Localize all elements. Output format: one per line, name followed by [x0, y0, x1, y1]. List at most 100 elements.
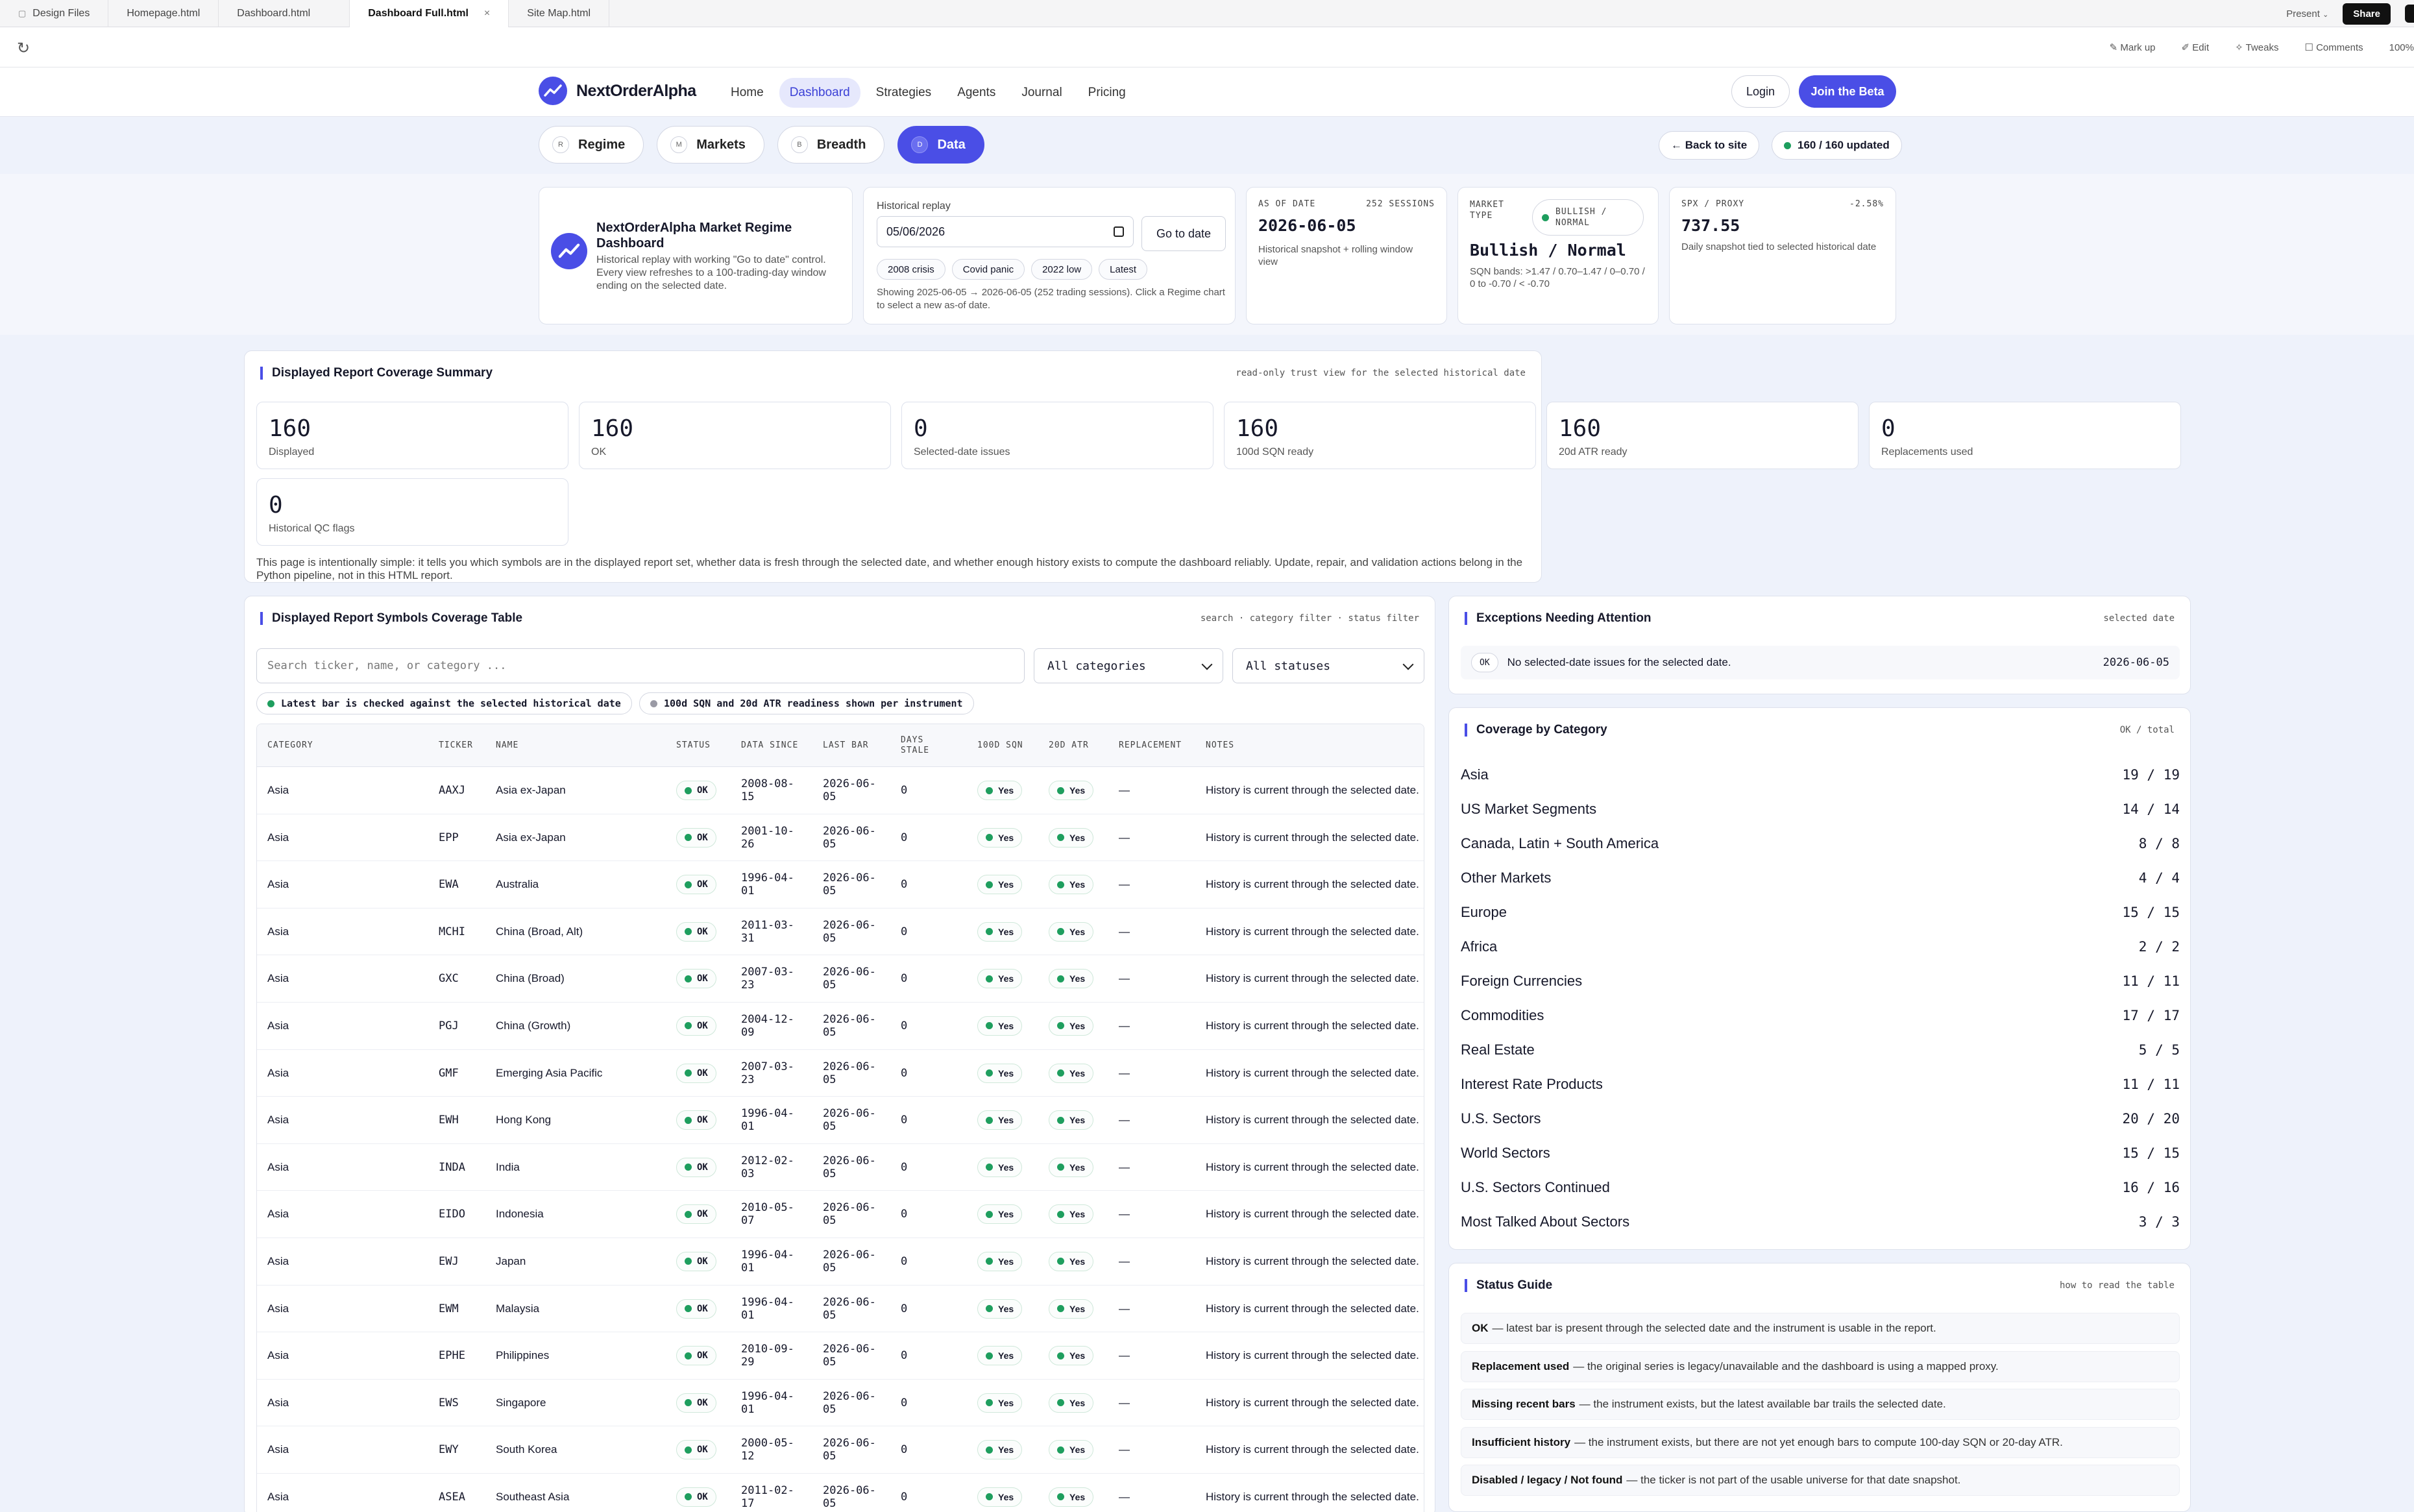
table-row[interactable]: Asia GXC China (Broad) OK 2007-03-23 202… — [257, 955, 1424, 1003]
search-input[interactable]: Search ticker, name, or category ... — [256, 648, 1025, 683]
table-row[interactable]: Asia EPHE Philippines OK 2010-09-29 2026… — [257, 1332, 1424, 1380]
main-nav: Home Dashboard Strategies Agents Journal… — [720, 78, 1136, 108]
markup-button[interactable]: ✎ Mark up — [2109, 42, 2156, 53]
zoom-level[interactable]: 100% — [2389, 42, 2414, 53]
login-button[interactable]: Login — [1731, 75, 1790, 108]
calendar-icon[interactable] — [1114, 226, 1124, 237]
preset-2008-crisis[interactable]: 2008 crisis — [877, 259, 945, 280]
col-data-since[interactable]: DATA SINCE — [741, 740, 799, 750]
table-row[interactable]: Asia EWS Singapore OK 1996-04-01 2026-06… — [257, 1380, 1424, 1427]
category-count: 11 / 11 — [2122, 1076, 2180, 1092]
cell-replacement: — — [1119, 1208, 1130, 1221]
cell-data-since: 2000-05-12 — [741, 1437, 794, 1463]
nav-agents[interactable]: Agents — [957, 86, 996, 99]
cell-days-stale: 0 — [901, 1208, 908, 1221]
col-name[interactable]: NAME — [496, 740, 519, 750]
share-button[interactable]: Share — [2343, 3, 2391, 25]
table-row[interactable]: Asia ASEA Southeast Asia OK 2011-02-17 2… — [257, 1474, 1424, 1512]
col-atr[interactable]: 20D ATR — [1049, 740, 1089, 750]
cell-data-since: 1996-04-01 — [741, 1295, 794, 1322]
col-ticker[interactable]: TICKER — [439, 740, 473, 750]
tab-dashboard[interactable]: Dashboard.html — [219, 0, 350, 27]
go-to-date-button[interactable]: Go to date — [1141, 216, 1226, 251]
table-row[interactable]: Asia EPP Asia ex-Japan OK 2001-10-26 202… — [257, 814, 1424, 862]
logo[interactable]: NextOrderAlpha — [539, 77, 696, 105]
category-name: Interest Rate Products — [1461, 1075, 1603, 1092]
comments-button[interactable]: ☐ Comments — [2304, 42, 2363, 53]
cell-data-since: 2007-03-23 — [741, 966, 794, 992]
cell-notes: History is current through the selected … — [1206, 1114, 1419, 1127]
table-row[interactable]: Asia PGJ China (Growth) OK 2004-12-09 20… — [257, 1003, 1424, 1050]
table-row[interactable]: Asia EWH Hong Kong OK 1996-04-01 2026-06… — [257, 1097, 1424, 1144]
reload-icon[interactable]: ↻ — [17, 40, 30, 57]
category-row: U.S. Sectors Continued 16 / 16 — [1461, 1170, 2180, 1204]
cell-data-since: 2008-08-15 — [741, 777, 794, 803]
join-beta-button[interactable]: Join the Beta — [1799, 75, 1896, 108]
col-notes[interactable]: NOTES — [1206, 740, 1235, 750]
exception-message: No selected-date issues for the selected… — [1507, 656, 1731, 668]
tab-data[interactable]: D Data — [897, 126, 984, 164]
col-last-bar[interactable]: LAST BAR — [823, 740, 869, 750]
tab-breadth[interactable]: B Breadth — [777, 126, 885, 164]
date-input[interactable]: 05/06/2026 — [877, 216, 1134, 247]
cell-sqn: Yes — [977, 908, 1023, 955]
guide-row: Disabled / legacy / Not found — the ticke… — [1461, 1465, 2180, 1496]
cell-days-stale: 0 — [901, 1396, 908, 1409]
category-select[interactable]: All categories — [1034, 648, 1223, 683]
present-button[interactable]: Present ⌄ — [2286, 8, 2329, 19]
cell-sqn: Yes — [977, 1050, 1023, 1097]
design-toolbar: ↻ ✎ Mark up ✐ Edit ✧ Tweaks ☐ Comments 1… — [0, 27, 2414, 67]
nav-strategies[interactable]: Strategies — [875, 86, 932, 99]
table-row[interactable]: Asia EWA Australia OK 1996-04-01 2026-06… — [257, 861, 1424, 908]
col-replacement[interactable]: REPLACEMENT — [1119, 740, 1182, 750]
guide-row: OK — latest bar is present through the se… — [1461, 1313, 2180, 1344]
tab-site-map[interactable]: Site Map.html — [509, 0, 610, 27]
col-category[interactable]: CATEGORY — [267, 740, 313, 750]
table-row[interactable]: Asia AAXJ Asia ex-Japan OK 2008-08-15 20… — [257, 767, 1424, 814]
avatar[interactable] — [2405, 5, 2414, 23]
table-row[interactable]: Asia MCHI China (Broad, Alt) OK 2011-03-… — [257, 908, 1424, 956]
tab-homepage[interactable]: Homepage.html — [108, 0, 219, 27]
table-row[interactable]: Asia EWM Malaysia OK 1996-04-01 2026-06-… — [257, 1286, 1424, 1333]
edit-button[interactable]: ✐ Edit — [2181, 42, 2210, 53]
cell-name: Indonesia — [496, 1208, 544, 1221]
category-name: Most Talked About Sectors — [1461, 1213, 1630, 1230]
col-sqn[interactable]: 100D SQN — [977, 740, 1023, 750]
sqn-badge: Yes — [977, 781, 1023, 800]
tab-regime[interactable]: R Regime — [539, 126, 644, 164]
table-row[interactable]: Asia EWJ Japan OK 1996-04-01 2026-06-05 … — [257, 1238, 1424, 1286]
cell-last-bar: 2026-06-05 — [823, 1154, 876, 1180]
cell-sqn: Yes — [977, 1426, 1023, 1473]
status-dot-icon — [685, 1022, 692, 1030]
table-row[interactable]: Asia INDA India OK 2012-02-03 2026-06-05… — [257, 1144, 1424, 1191]
preset-latest[interactable]: Latest — [1099, 259, 1148, 280]
nav-home[interactable]: Home — [731, 86, 764, 99]
nav-pricing[interactable]: Pricing — [1088, 86, 1126, 99]
tab-design-files[interactable]: ▢ Design Files — [0, 0, 109, 27]
table-row[interactable]: Asia GMF Emerging Asia Pacific OK 2007-0… — [257, 1050, 1424, 1097]
preset-covid-panic[interactable]: Covid panic — [951, 259, 1025, 280]
close-icon[interactable]: × — [483, 7, 491, 19]
cell-status: OK — [676, 1238, 716, 1285]
status-select[interactable]: All statuses — [1232, 648, 1424, 683]
table-row[interactable]: Asia EWY South Korea OK 2000-05-12 2026-… — [257, 1426, 1424, 1474]
nav-dashboard[interactable]: Dashboard — [779, 78, 860, 108]
col-status[interactable]: STATUS — [676, 740, 711, 750]
cell-name: Malaysia — [496, 1302, 540, 1315]
tab-markets[interactable]: M Markets — [657, 126, 764, 164]
cell-sqn: Yes — [977, 1286, 1023, 1332]
back-to-site-button[interactable]: ← Back to site — [1659, 131, 1760, 160]
preset-2022-low[interactable]: 2022 low — [1031, 259, 1093, 280]
nav-journal[interactable]: Journal — [1021, 86, 1062, 99]
cell-category: Asia — [267, 1114, 289, 1127]
table-row[interactable]: Asia EIDO Indonesia OK 2010-05-07 2026-0… — [257, 1191, 1424, 1238]
tab-dashboard-full[interactable]: Dashboard Full.html × — [350, 0, 509, 27]
cell-sqn: Yes — [977, 814, 1023, 861]
sessions-count: 252 SESSIONS — [1366, 199, 1435, 209]
col-days-stale[interactable]: DAYS STALE — [901, 735, 930, 755]
summary-footer: This page is intentionally simple: it te… — [256, 556, 1523, 581]
cell-sqn: Yes — [977, 767, 1023, 814]
cell-replacement: — — [1119, 1160, 1130, 1173]
cell-category: Asia — [267, 925, 289, 938]
tweaks-button[interactable]: ✧ Tweaks — [2235, 42, 2279, 53]
